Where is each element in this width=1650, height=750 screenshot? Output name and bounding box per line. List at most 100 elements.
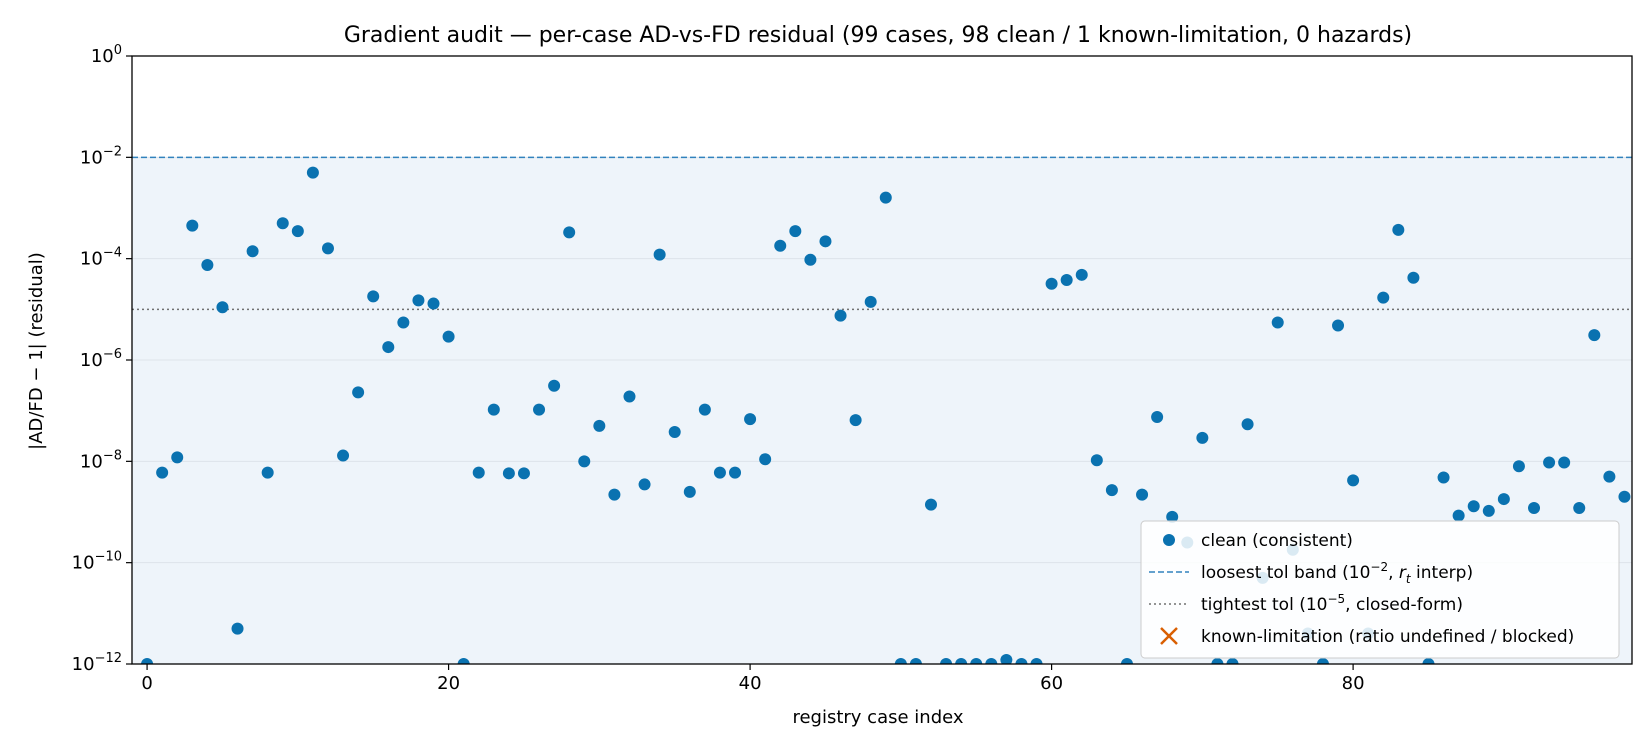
legend-label: known-limitation (ratio undefined / bloc… — [1201, 627, 1574, 647]
data-point — [593, 419, 606, 432]
data-point — [623, 390, 636, 403]
data-point — [427, 297, 440, 310]
data-point — [563, 226, 576, 239]
data-point — [894, 658, 907, 664]
data-point — [1422, 658, 1435, 664]
data-point — [1045, 277, 1058, 290]
legend: clean (consistent) loosest tol band (10−2… — [1140, 520, 1620, 659]
data-point — [789, 225, 802, 238]
y-tick-label: 10−4 — [80, 246, 122, 270]
y-tick-label: 10−6 — [80, 347, 122, 371]
data-point — [291, 225, 304, 238]
legend-label: tightest tol (10−5, closed-form) — [1201, 592, 1463, 615]
data-point — [1407, 271, 1420, 284]
y-tick-label: 10−8 — [80, 448, 122, 472]
data-point — [141, 658, 154, 664]
data-point — [1136, 488, 1149, 501]
data-point — [1437, 471, 1450, 484]
data-point — [382, 341, 395, 354]
legend-label: clean (consistent) — [1201, 531, 1353, 551]
legend-marker-x — [1160, 627, 1178, 645]
data-point — [276, 217, 289, 230]
legend-marker-dot — [1163, 534, 1175, 546]
y-tick-label: 10−10 — [72, 550, 122, 574]
data-point — [879, 191, 892, 204]
x-tick-label: 0 — [141, 673, 152, 694]
data-point — [1573, 501, 1586, 514]
data-point — [412, 294, 425, 307]
y-axis-label: |AD/FD − 1| (residual) — [26, 252, 47, 450]
data-point — [186, 219, 199, 232]
data-point — [1512, 460, 1525, 473]
data-point — [1558, 456, 1571, 469]
data-point — [1120, 658, 1133, 664]
y-axis: 10−12 10−10 10−8 10−6 10−4 10−2 100 — [72, 43, 132, 675]
data-point — [1497, 493, 1510, 506]
data-point — [578, 455, 591, 468]
data-point — [970, 658, 983, 664]
data-point — [533, 403, 546, 416]
data-point — [729, 466, 742, 479]
data-point — [1316, 658, 1329, 664]
x-tick-label: 80 — [1342, 673, 1365, 694]
data-point — [608, 488, 621, 501]
data-point — [1452, 509, 1465, 522]
data-point — [1211, 658, 1224, 664]
data-point — [774, 239, 787, 252]
legend-entry: known-limitation (ratio undefined / bloc… — [1160, 627, 1574, 647]
chart-title: Gradient audit — per-case AD-vs-FD resid… — [344, 23, 1412, 48]
data-point — [1030, 658, 1043, 664]
data-point — [1015, 658, 1028, 664]
data-point — [909, 658, 922, 664]
data-point — [1482, 504, 1495, 517]
data-point — [1467, 500, 1480, 513]
data-point — [1392, 223, 1405, 236]
data-point — [1543, 456, 1556, 469]
x-axis: 0 20 40 60 80 — [141, 664, 1365, 694]
data-point — [472, 466, 485, 479]
y-tick-label: 10−12 — [72, 651, 122, 675]
data-point — [759, 453, 772, 466]
legend-entry: loosest tol band (10−2, rt interp) — [1149, 560, 1473, 586]
data-point — [1377, 291, 1390, 304]
legend-entry: tightest tol (10−5, closed-form) — [1149, 592, 1463, 615]
data-point — [1332, 319, 1345, 332]
data-point — [171, 451, 184, 464]
data-point — [442, 330, 455, 343]
data-point — [201, 258, 214, 271]
data-point — [1528, 501, 1541, 514]
data-point — [1226, 658, 1239, 664]
legend-label: loosest tol band (10−2, rt interp) — [1201, 560, 1473, 586]
legend-box — [1140, 520, 1620, 659]
data-point — [367, 290, 380, 303]
data-point — [985, 658, 998, 664]
data-point — [156, 466, 169, 479]
data-point — [834, 309, 847, 322]
data-point — [804, 253, 817, 266]
data-point — [698, 403, 711, 416]
data-point — [502, 467, 515, 480]
data-point — [955, 658, 968, 664]
data-point — [306, 166, 319, 179]
data-point — [487, 403, 500, 416]
data-point — [1166, 510, 1179, 523]
data-point — [668, 425, 681, 438]
data-point — [352, 386, 365, 399]
data-point — [321, 242, 334, 255]
data-point — [864, 295, 877, 308]
y-tick-label: 100 — [91, 43, 122, 67]
data-point — [683, 485, 696, 498]
data-point — [1241, 418, 1254, 431]
data-point — [1603, 470, 1616, 483]
data-point — [246, 245, 259, 258]
data-point — [216, 301, 229, 314]
data-point — [1000, 653, 1013, 664]
data-point — [457, 658, 470, 664]
data-point — [337, 449, 350, 462]
data-point — [1075, 268, 1088, 281]
legend-entry: clean (consistent) — [1163, 531, 1353, 551]
data-point — [1588, 329, 1601, 342]
data-point — [548, 379, 561, 392]
y-tick-label: 10−2 — [80, 144, 122, 168]
